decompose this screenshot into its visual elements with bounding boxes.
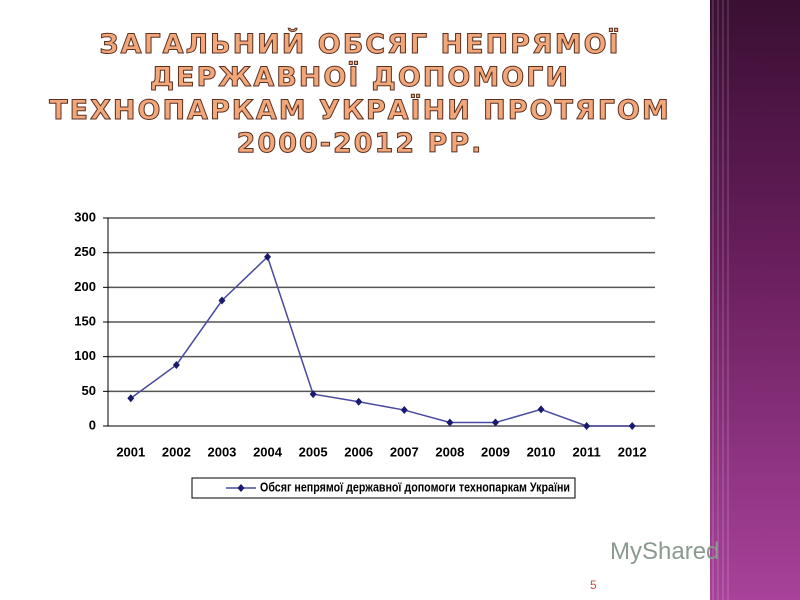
y-tick-label: 50 (82, 383, 96, 398)
x-tick-label: 2009 (481, 444, 510, 459)
point-marker (628, 422, 636, 430)
x-tick-label: 2004 (253, 444, 283, 459)
y-tick-label: 0 (89, 417, 96, 432)
point-marker (491, 418, 499, 427)
x-tick-label: 2001 (116, 444, 145, 459)
watermark: MyShared (610, 538, 720, 565)
point-marker (537, 405, 545, 414)
y-tick-label: 200 (74, 279, 96, 294)
legend-box (191, 477, 576, 499)
side-band (710, 0, 800, 600)
slide-title: ЗАГАЛЬНИЙ ОБСЯГ НЕПРЯМОЇ ДЕРЖАВНОЇ ДОПОМ… (49, 29, 671, 160)
point-marker (446, 418, 454, 427)
x-tick-label: 2012 (618, 444, 647, 459)
point-marker (172, 360, 180, 369)
y-tick-label: 300 (74, 209, 96, 224)
legend-marker (237, 484, 245, 492)
x-tick-label: 2002 (162, 444, 191, 459)
point-marker (309, 390, 317, 399)
page-number: 5 (590, 578, 597, 592)
side-stripes (712, 0, 730, 600)
x-tick-label: 2011 (573, 444, 601, 459)
y-tick-label: 250 (74, 244, 96, 259)
x-tick-label: 2010 (527, 444, 556, 459)
x-tick-label: 2007 (390, 444, 419, 459)
point-marker (264, 252, 272, 261)
legend-label: Обсяг непрямої державної допомоги техноп… (260, 479, 570, 494)
x-tick-label: 2006 (344, 444, 373, 459)
chart: 0 50 100 150 200 250 300 2001 2002 2003 2004 2005 20… (74, 209, 655, 499)
series-line (130, 255, 633, 427)
point-marker (355, 397, 363, 406)
x-tick-label: 2005 (299, 444, 328, 459)
point-marker (400, 406, 408, 415)
x-tick-label: 2003 (207, 444, 236, 459)
y-tick-label: 100 (74, 348, 96, 363)
point-marker (583, 422, 591, 430)
y-tick-label: 150 (74, 313, 96, 328)
point-marker (127, 394, 135, 403)
x-tick-label: 2008 (435, 444, 464, 459)
point-marker (218, 296, 226, 305)
